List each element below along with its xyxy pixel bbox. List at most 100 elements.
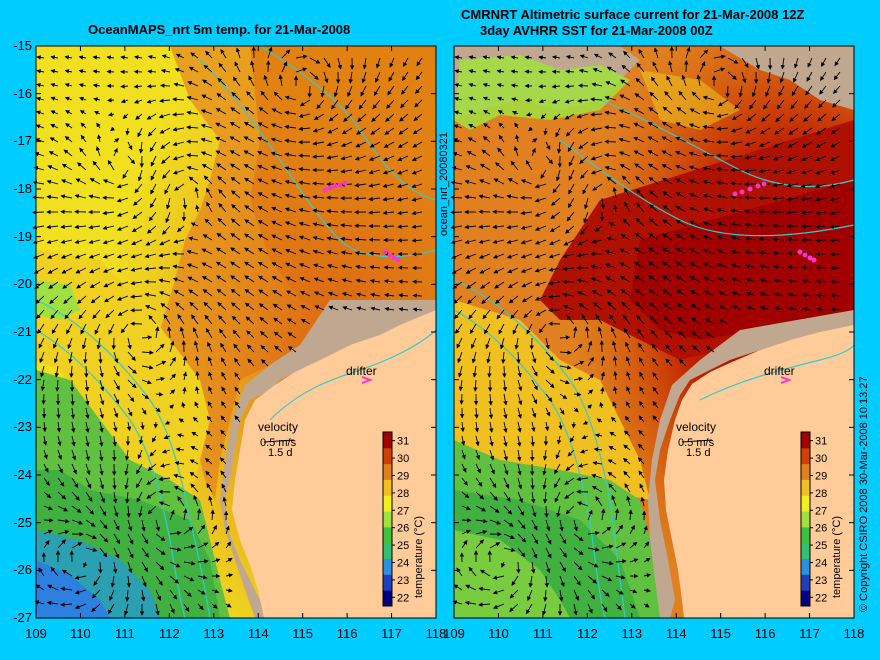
current-arrow: [35, 295, 45, 305]
current-arrow: [231, 91, 241, 101]
current-arrow: [88, 194, 101, 199]
current-arrow: [186, 153, 199, 158]
current-arrow: [62, 281, 73, 289]
current-arrow: [88, 253, 101, 259]
colorbar-tick-label: 28: [815, 488, 827, 500]
current-arrow: [244, 275, 255, 283]
current-arrow: [370, 127, 381, 135]
current-arrow: [207, 401, 213, 409]
current-arrow: [186, 249, 199, 255]
current-arrow: [234, 372, 241, 381]
left-map-title: OceanMAPS_nrt 5m temp. for 21-Mar-2008: [88, 22, 351, 37]
current-arrow: [271, 206, 283, 213]
current-arrow: [182, 371, 188, 381]
current-arrow: [207, 356, 213, 367]
current-arrow: [145, 239, 157, 246]
current-arrow: [162, 169, 171, 179]
current-arrow: [234, 357, 241, 367]
current-arrow: [341, 127, 353, 135]
colorbar-segment: [383, 590, 392, 607]
current-arrow: [368, 210, 381, 215]
current-arrow: [312, 208, 325, 213]
current-arrow: [117, 309, 129, 316]
current-arrow: [39, 365, 45, 378]
colorbar-segment: [801, 542, 810, 559]
current-arrow: [70, 393, 75, 406]
current-arrow: [161, 155, 171, 165]
current-arrow: [340, 155, 353, 161]
current-arrow: [85, 435, 90, 447]
current-arrow: [215, 150, 227, 157]
current-arrow: [98, 449, 104, 462]
current-arrow: [189, 471, 199, 479]
current-arrow: [204, 218, 213, 227]
current-arrow: [71, 463, 77, 475]
current-arrow: [272, 303, 283, 311]
current-arrow: [725, 85, 730, 98]
current-arrow: [257, 261, 269, 269]
current-arrow: [327, 263, 339, 269]
current-arrow: [354, 169, 367, 174]
current-arrow: [113, 365, 120, 377]
current-arrow: [285, 276, 297, 283]
current-arrow: [194, 355, 200, 367]
current-arrow: [287, 346, 297, 353]
current-arrow: [56, 407, 61, 419]
current-arrow: [215, 122, 227, 129]
current-arrow: [40, 379, 46, 392]
current-arrow: [169, 509, 175, 521]
lon-tick-label: 111: [114, 626, 135, 641]
current-arrow: [328, 113, 339, 122]
current-arrow: [189, 301, 199, 311]
current-arrow: [146, 84, 157, 89]
current-arrow: [234, 415, 241, 423]
current-arrow: [300, 304, 311, 311]
current-arrow: [173, 473, 185, 479]
current-arrow: [187, 276, 199, 283]
current-arrow: [383, 279, 395, 284]
current-arrow: [127, 141, 133, 151]
current-arrow: [89, 267, 101, 274]
current-arrow: [92, 69, 101, 74]
current-arrow: [158, 278, 171, 283]
current-arrow: [243, 150, 255, 157]
current-arrow: [215, 136, 227, 143]
current-arrow: [113, 533, 121, 545]
current-arrow: [125, 491, 130, 504]
current-arrow: [99, 477, 105, 490]
current-arrow: [102, 179, 115, 185]
current-arrow: [370, 306, 381, 311]
current-arrow: [382, 197, 395, 202]
current-arrow: [215, 261, 227, 269]
current-arrow: [188, 176, 199, 185]
current-arrow: [524, 69, 533, 74]
current-arrow: [362, 57, 368, 70]
current-arrow: [80, 134, 87, 143]
colorbar-segment: [383, 432, 392, 449]
current-arrow: [270, 151, 283, 157]
current-arrow: [259, 331, 269, 339]
current-arrow: [127, 379, 137, 389]
current-arrow: [116, 281, 129, 287]
colorbar-tick-label: 22: [815, 592, 827, 604]
current-arrow: [217, 77, 227, 87]
current-arrow: [116, 295, 129, 301]
current-arrow: [65, 110, 73, 115]
current-arrow: [195, 371, 200, 381]
current-arrow: [80, 323, 87, 335]
current-arrow: [323, 71, 329, 84]
current-arrow: [163, 313, 171, 325]
colorbar-segment: [383, 574, 392, 591]
current-arrow: [35, 110, 45, 115]
current-arrow: [312, 263, 325, 269]
current-arrow: [284, 235, 297, 241]
colorbar-tick-label: 27: [815, 505, 827, 517]
current-arrow: [178, 418, 185, 423]
current-arrow: [102, 225, 115, 230]
current-arrow: [354, 237, 367, 242]
current-arrow: [216, 275, 227, 283]
current-arrow: [300, 318, 311, 325]
current-arrow: [48, 151, 59, 157]
current-arrow: [221, 386, 227, 395]
current-arrow: [113, 351, 119, 364]
